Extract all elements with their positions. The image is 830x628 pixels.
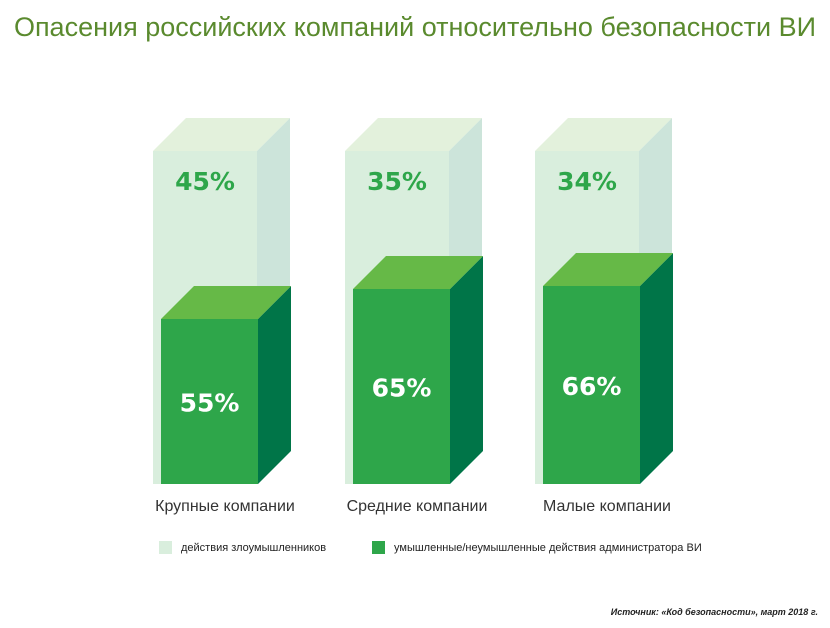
legend-label: умышленные/неумышленные действия админис… [394, 541, 702, 554]
bar-side-face [450, 256, 483, 484]
data-label-admin: 55% [180, 389, 240, 418]
bar-side-face [258, 286, 291, 484]
data-label-admin: 65% [372, 374, 432, 403]
ghost-top-face [535, 118, 672, 151]
bar-side-face [640, 253, 673, 484]
bar-front-face [353, 289, 450, 484]
category-label: Средние компании [347, 498, 488, 515]
data-label-attackers: 34% [557, 167, 617, 196]
legend-item-attackers: действия злоумышленников [159, 541, 326, 554]
data-label-attackers: 45% [175, 167, 235, 196]
bar-top-face [161, 286, 291, 319]
data-label-admin: 66% [562, 372, 622, 401]
legend-label: действия злоумышленников [181, 541, 327, 554]
chart-title: Опасения российских компаний относительн… [13, 12, 817, 42]
ghost-top-face [345, 118, 482, 151]
bar-top-face [353, 256, 483, 289]
bar-front-face [161, 319, 258, 484]
ghost-top-face [153, 118, 290, 151]
legend-item-admin: умышленные/неумышленные действия админис… [372, 541, 702, 554]
category-label: Малые компании [543, 498, 671, 515]
bar-top-face [543, 253, 673, 286]
bar-front-face [543, 286, 640, 484]
category-label: Крупные компании [155, 498, 295, 515]
legend-swatch [372, 541, 385, 554]
legend-swatch [159, 541, 172, 554]
chart-area: 55% 45% Крупные компании 65% 35% Средние комп… [153, 118, 673, 515]
source-note: Источник: «Код безопасности», март 2018 … [610, 607, 818, 617]
data-label-attackers: 35% [367, 167, 427, 196]
